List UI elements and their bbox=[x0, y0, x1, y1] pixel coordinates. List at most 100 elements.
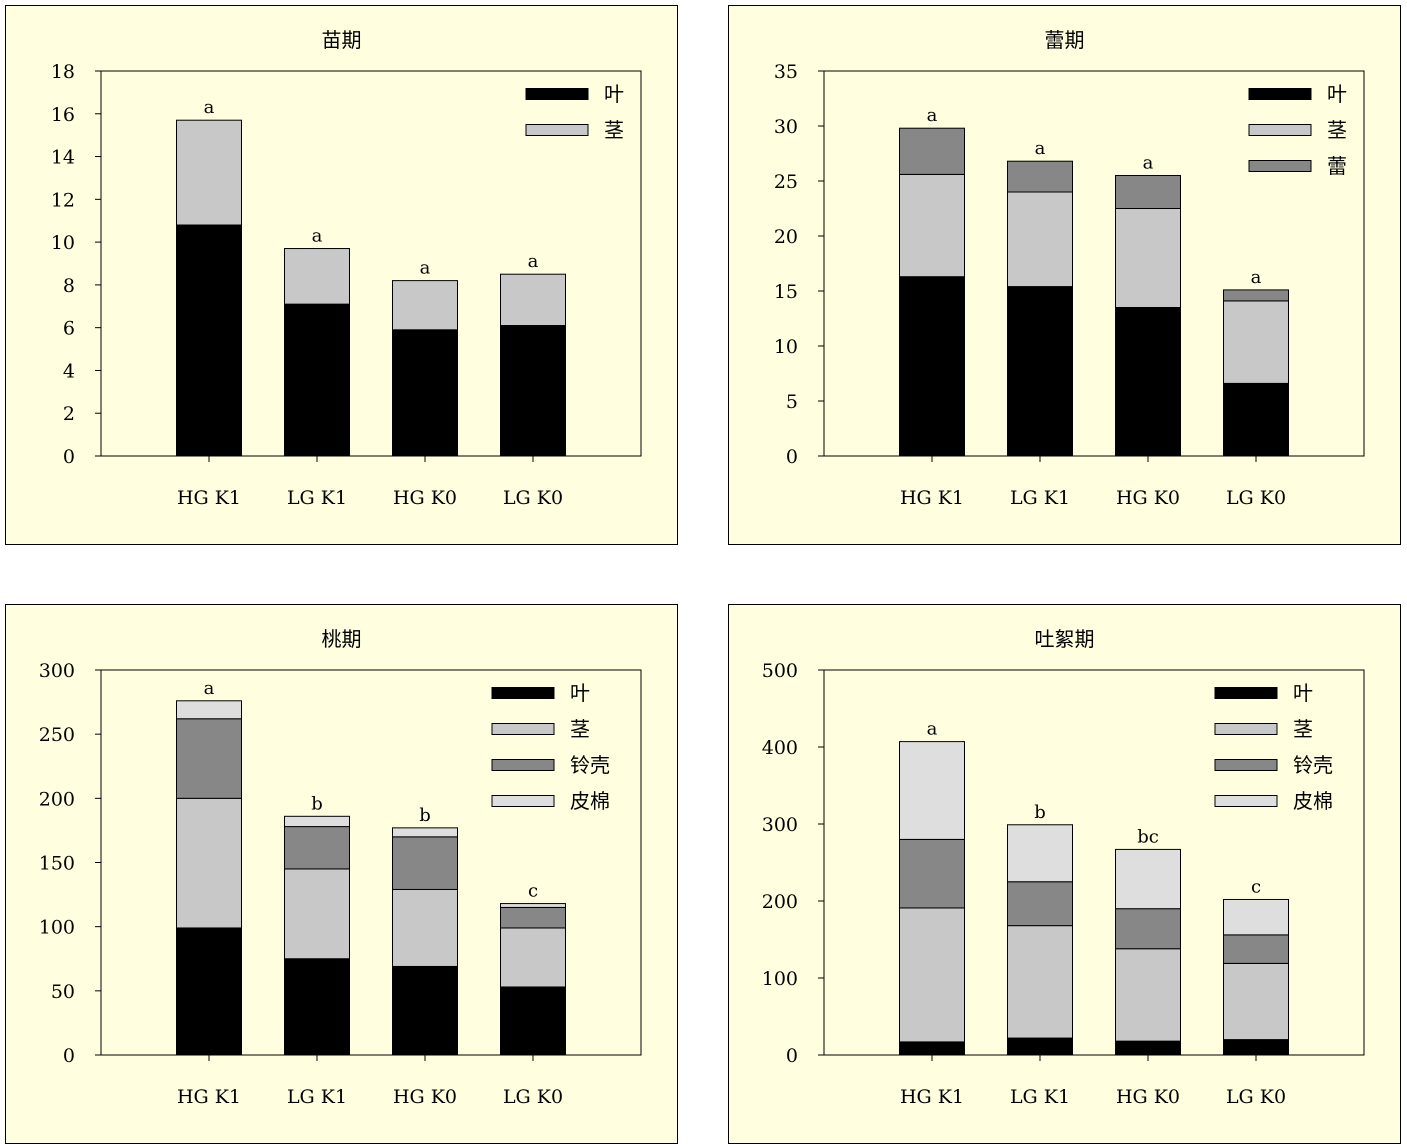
bar-segment bbox=[285, 869, 350, 959]
chart-svg: 0 50 100 150 200 250 300 a HG K1 b LG K1 b HG K0 c LG … bbox=[6, 605, 677, 1143]
bar-segment bbox=[177, 120, 242, 225]
y-tick-label: 10 bbox=[51, 232, 75, 254]
y-tick-label: 35 bbox=[774, 61, 798, 83]
bar-segment bbox=[1008, 825, 1073, 882]
legend-swatch bbox=[1249, 89, 1311, 100]
y-tick-label: 50 bbox=[51, 981, 75, 1003]
y-tick-label: 16 bbox=[51, 104, 75, 126]
y-tick-label: 2 bbox=[63, 403, 75, 425]
bar-segment bbox=[393, 837, 458, 890]
y-tick-label: 300 bbox=[39, 660, 75, 682]
x-tick-label: LG K0 bbox=[1226, 1086, 1286, 1108]
y-tick-label: 14 bbox=[51, 147, 75, 169]
bar-segment bbox=[1116, 209, 1181, 308]
bar-segment bbox=[1116, 1041, 1181, 1055]
bar-segment bbox=[1224, 301, 1289, 384]
significance-label: a bbox=[1251, 267, 1262, 288]
bar-segment bbox=[1224, 935, 1289, 963]
bar-segment bbox=[177, 798, 242, 928]
y-tick-label: 0 bbox=[786, 1045, 798, 1067]
bar-segment bbox=[177, 701, 242, 719]
x-tick-label: HG K1 bbox=[900, 1086, 964, 1108]
bar-segment bbox=[900, 1042, 965, 1055]
bar-segment bbox=[501, 907, 566, 928]
significance-label: a bbox=[528, 251, 539, 272]
bar-segment bbox=[900, 277, 965, 456]
y-tick-label: 200 bbox=[39, 788, 75, 810]
y-tick-label: 30 bbox=[774, 116, 798, 138]
bar-segment bbox=[393, 889, 458, 966]
legend-label: 皮棉 bbox=[1293, 789, 1333, 813]
x-tick-label: LG K1 bbox=[1010, 487, 1070, 509]
legend-swatch bbox=[1215, 796, 1277, 807]
x-tick-label: HG K0 bbox=[1116, 487, 1180, 509]
x-tick-label: HG K1 bbox=[900, 487, 964, 509]
legend-swatch bbox=[1215, 688, 1277, 699]
legend-label: 皮棉 bbox=[570, 789, 610, 813]
chart-panel-boll: 桃期 0 50 100 150 200 250 300 a HG K1 b LG K1 b HG K0 c… bbox=[5, 604, 678, 1144]
y-tick-label: 0 bbox=[63, 1045, 75, 1067]
bar-segment bbox=[393, 281, 458, 330]
y-tick-label: 100 bbox=[762, 968, 798, 990]
legend-label: 叶 bbox=[604, 82, 624, 106]
y-tick-label: 250 bbox=[39, 724, 75, 746]
significance-label: a bbox=[927, 105, 938, 126]
bar-segment bbox=[900, 742, 965, 840]
bar-segment bbox=[285, 959, 350, 1055]
legend-label: 叶 bbox=[1327, 82, 1347, 106]
chart-svg: 05101520253035aHG K1aLG K1aHG K0aLG K0叶茎… bbox=[729, 6, 1400, 544]
bar-segment bbox=[1008, 1038, 1073, 1055]
x-tick-label: HG K1 bbox=[177, 1086, 241, 1108]
bar-segment bbox=[1008, 161, 1073, 192]
y-tick-label: 4 bbox=[63, 360, 75, 382]
legend-label: 茎 bbox=[604, 118, 624, 142]
bar-segment bbox=[1116, 909, 1181, 949]
significance-label: b bbox=[1034, 802, 1046, 823]
bar-segment bbox=[1224, 899, 1289, 934]
legend-swatch bbox=[492, 724, 554, 735]
x-tick-label: LG K0 bbox=[503, 487, 563, 509]
bar-segment bbox=[1008, 926, 1073, 1038]
bar-segment bbox=[1008, 192, 1073, 287]
bar-segment bbox=[501, 928, 566, 987]
bar-segment bbox=[900, 839, 965, 908]
legend-swatch bbox=[526, 125, 588, 136]
bar-segment bbox=[285, 249, 350, 305]
y-tick-label: 500 bbox=[762, 660, 798, 682]
legend-swatch bbox=[492, 688, 554, 699]
bar-segment bbox=[393, 966, 458, 1055]
bar-segment bbox=[501, 904, 566, 908]
legend-label: 茎 bbox=[570, 717, 590, 741]
x-tick-label: LG K0 bbox=[503, 1086, 563, 1108]
legend-label: 叶 bbox=[1293, 681, 1313, 705]
significance-label: bc bbox=[1137, 826, 1159, 847]
x-tick-label: HG K0 bbox=[393, 1086, 457, 1108]
legend-label: 铃壳 bbox=[570, 753, 610, 777]
y-tick-label: 20 bbox=[774, 226, 798, 248]
x-tick-label: HG K0 bbox=[1116, 1086, 1180, 1108]
bar-segment bbox=[177, 719, 242, 799]
chart-panel-squaring: 蕾期 0 5 10 15 20 25 30 35 a HG K1 a LG K1 a HG K0 a LG K… bbox=[728, 5, 1401, 545]
significance-label: b bbox=[311, 793, 323, 814]
bar-segment bbox=[1116, 176, 1181, 209]
bar-segment bbox=[501, 326, 566, 456]
bar-segment bbox=[177, 928, 242, 1055]
y-tick-label: 150 bbox=[39, 853, 75, 875]
chart-svg: 0 2 4 6 8 10 12 14 16 18 a HG K1 a LG K1 a HG K0 a LG K0 叶… bbox=[6, 6, 677, 544]
bar-segment bbox=[1008, 882, 1073, 926]
bar-segment bbox=[1224, 1040, 1289, 1055]
y-tick-label: 100 bbox=[39, 917, 75, 939]
y-tick-label: 15 bbox=[774, 281, 798, 303]
legend-swatch bbox=[1215, 760, 1277, 771]
legend-swatch bbox=[1249, 125, 1311, 136]
legend-label: 铃壳 bbox=[1293, 753, 1333, 777]
significance-label: a bbox=[1035, 138, 1046, 159]
y-tick-label: 6 bbox=[63, 318, 75, 340]
y-tick-label: 18 bbox=[51, 61, 75, 83]
y-tick-label: 5 bbox=[786, 391, 798, 413]
x-tick-label: LG K1 bbox=[1010, 1086, 1070, 1108]
y-tick-label: 0 bbox=[63, 446, 75, 468]
x-tick-label: LG K1 bbox=[287, 1086, 347, 1108]
chart-panel-boll-opening: 吐絮期 0 100 200 300 400 500 a HG K1 b LG K1 bc HG K0 c… bbox=[728, 604, 1401, 1144]
y-tick-label: 300 bbox=[762, 814, 798, 836]
